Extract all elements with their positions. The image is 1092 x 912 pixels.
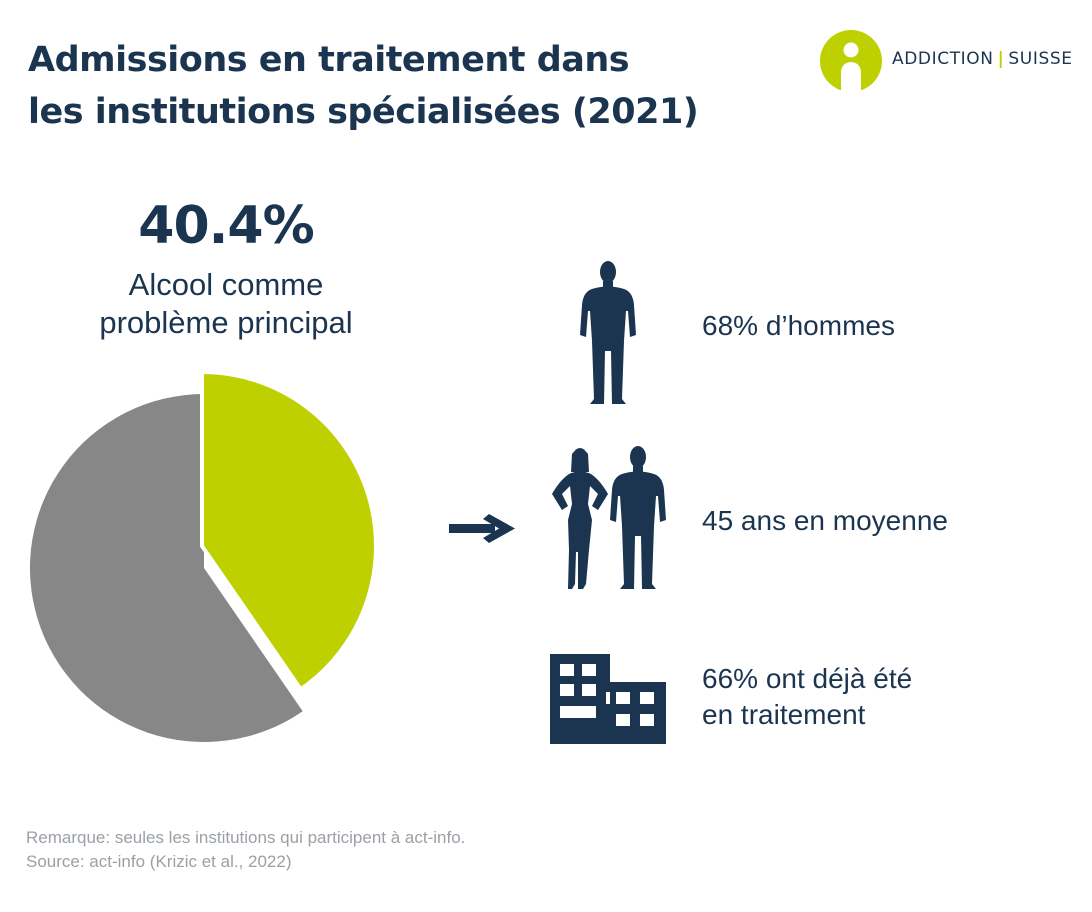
title-line-1: Admissions en traitement dans: [28, 40, 630, 80]
highlight-label-line-1: Alcool comme: [128, 267, 324, 302]
logo-part-1: ADDICTION: [892, 49, 994, 69]
footnote-remark: Remarque: seules les institutions qui pa…: [26, 828, 466, 847]
pie-slice-other: [29, 394, 303, 742]
logo-separator: |: [997, 49, 1005, 69]
footnote: Remarque: seules les institutions qui pa…: [26, 826, 465, 874]
chart-title: Admissions en traitement dans les instit…: [28, 34, 699, 138]
man-silhouette-icon: [580, 261, 636, 404]
addiction-suisse-logo: ADDICTION | SUISSE: [820, 30, 1085, 92]
fact-prior-treatment-line-1: 66% ont déjà été: [702, 663, 913, 694]
highlight-percentage: 40.4%: [138, 196, 314, 256]
logo-mark-icon: [820, 30, 882, 92]
fact-prior-treatment: 66% ont déjà été en traitement: [702, 661, 912, 733]
couple-silhouette-icon: [552, 446, 666, 589]
fact-men: 68% d’hommes: [702, 308, 895, 344]
highlight-label: Alcool comme problème principal: [26, 266, 426, 342]
title-line-2: les institutions spécialisées (2021): [28, 92, 699, 132]
highlight-label-line-2: problème principal: [99, 305, 353, 340]
building-icon: [550, 654, 666, 744]
fact-age: 45 ans en moyenne: [702, 503, 948, 539]
arrow-right-icon: [449, 514, 515, 543]
fact-age-text: 45 ans en moyenne: [702, 505, 948, 536]
footnote-source: Source: act-info (Krizic et al., 2022): [26, 852, 292, 871]
logo-wordmark: ADDICTION | SUISSE: [892, 49, 1073, 69]
pie-chart: [29, 370, 378, 742]
logo-part-2: SUISSE: [1008, 49, 1073, 69]
pie-slice-alcohol: [200, 370, 378, 692]
fact-men-text: 68% d’hommes: [702, 310, 895, 341]
fact-prior-treatment-line-2: en traitement: [702, 699, 866, 730]
